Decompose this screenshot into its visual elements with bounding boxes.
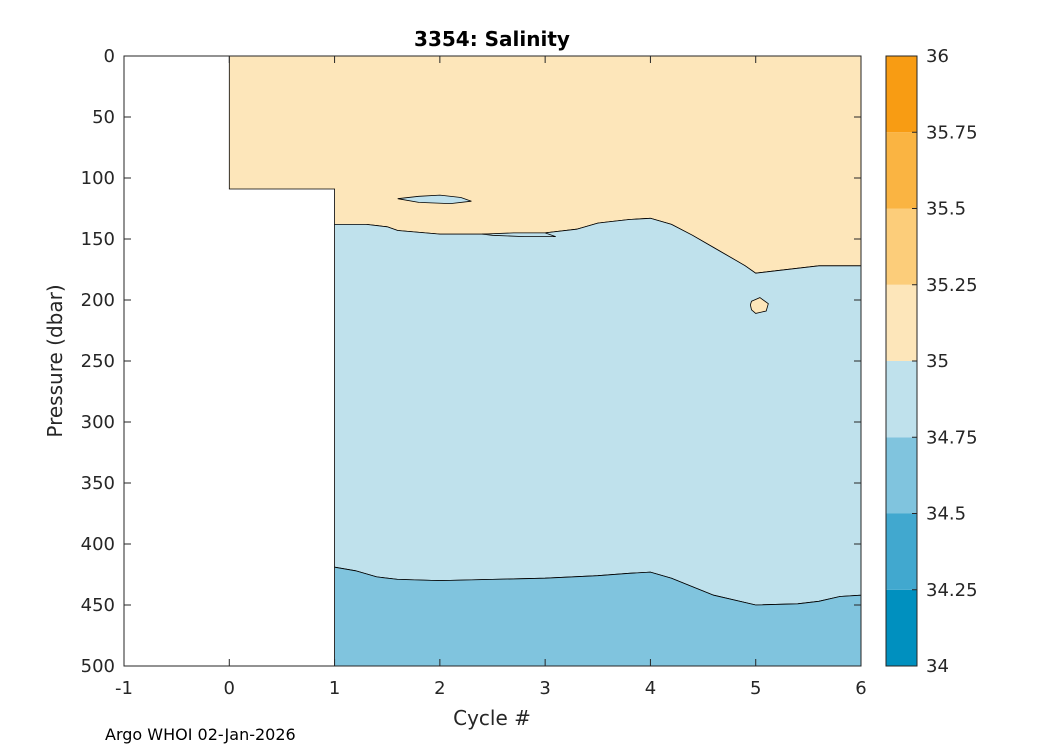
colorbar-tick-label: 36 <box>926 46 949 67</box>
colorbar-band <box>886 56 917 133</box>
contour-region-deep-34.5-34.75 <box>334 566 862 667</box>
colorbar-tick-label: 35.25 <box>926 275 978 296</box>
colorbar-band <box>886 513 917 590</box>
y-tick-label: 50 <box>92 107 115 128</box>
y-tick-label: 450 <box>81 595 115 616</box>
x-tick-label: 6 <box>855 678 866 699</box>
y-axis-label: Pressure (dbar) <box>43 284 67 437</box>
contour-region-lens-cycle2 <box>397 194 472 205</box>
x-tick-label: 1 <box>329 678 340 699</box>
y-tick-label: 250 <box>81 351 115 372</box>
x-axis-label: Cycle # <box>453 706 531 730</box>
colorbar-tick-label: 34 <box>926 656 949 677</box>
x-axis: -1 0 1 2 3 4 5 6 <box>115 56 867 699</box>
y-tick-label: 500 <box>81 656 115 677</box>
colorbar-tick-label: 35.5 <box>926 199 966 220</box>
chart-title: 3354: Salinity <box>414 27 570 51</box>
colorbar-band <box>886 284 917 361</box>
colorbar-band <box>886 208 917 285</box>
colorbar-band <box>886 132 917 209</box>
x-tick-label: 5 <box>750 678 761 699</box>
x-tick-label: 0 <box>224 678 235 699</box>
colorbar-band <box>886 361 917 438</box>
x-tick-label: 2 <box>434 678 445 699</box>
colorbar-band <box>886 437 917 514</box>
colorbar-tick-label: 34.75 <box>926 427 978 448</box>
y-tick-label: 400 <box>81 534 115 555</box>
credit-text: Argo WHOI 02-Jan-2026 <box>105 725 296 744</box>
colorbar-tick-label: 34.25 <box>926 580 978 601</box>
y-tick-label: 350 <box>81 473 115 494</box>
colorbar-tick-label: 35.75 <box>926 122 978 143</box>
contour-region-thin-lens-cycle3 <box>481 232 556 238</box>
colorbar-tick-label: 34.5 <box>926 504 966 525</box>
x-tick-label: -1 <box>115 678 133 699</box>
colorbar-band <box>886 589 917 666</box>
contour-region-blob-cycle5 <box>749 297 769 314</box>
x-tick-label: 3 <box>539 678 550 699</box>
plot-area <box>228 55 862 667</box>
colorbar: 34 34.25 34.5 34.75 35 35.25 35.5 35.75 36 <box>885 46 978 677</box>
x-tick-label: 4 <box>645 678 656 699</box>
y-axis: 0 50 100 150 200 250 300 350 400 450 500 <box>81 46 861 677</box>
y-tick-label: 150 <box>81 229 115 250</box>
colorbar-tick-label: 35 <box>926 351 949 372</box>
y-tick-label: 100 <box>81 168 115 189</box>
y-tick-label: 200 <box>81 290 115 311</box>
y-tick-label: 300 <box>81 412 115 433</box>
contour-region-interior-34.75-35 <box>334 217 862 606</box>
y-tick-label: 0 <box>104 46 115 67</box>
